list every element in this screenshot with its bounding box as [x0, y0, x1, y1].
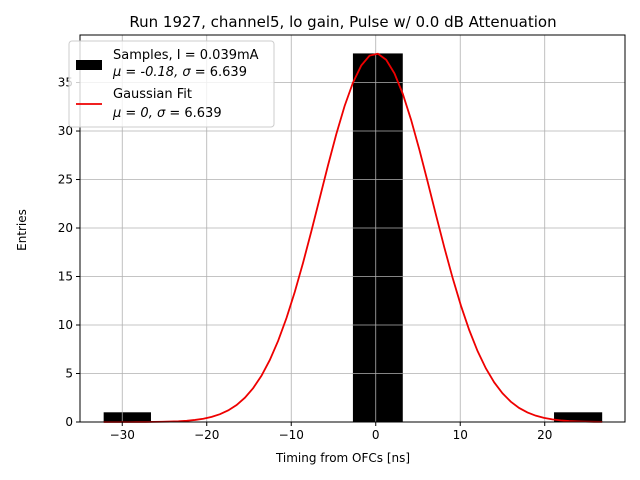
histogram-bar — [352, 53, 403, 423]
y-axis-label: Entries — [15, 209, 29, 251]
legend-samples-mu: μ = -0.18, — [112, 65, 182, 80]
histogram-bar — [554, 412, 603, 422]
legend-fit-label: Gaussian Fit — [113, 87, 192, 102]
y-tick-label: 5 — [65, 367, 73, 381]
y-tick-label: 0 — [65, 415, 73, 429]
legend-box — [68, 40, 275, 128]
gaussian-fit-layer — [103, 52, 603, 423]
chart-title: Run 1927, channel5, lo gain, Pulse w/ 0.… — [129, 13, 556, 31]
legend-samples-label: Samples, I = 0.039mA — [113, 48, 259, 63]
legend-samples-sigma-symbol: σ — [182, 65, 191, 80]
x-axis-label: Timing from OFCs [ns] — [275, 451, 410, 465]
y-tick-label: 20 — [58, 221, 73, 235]
y-tick-label: 25 — [58, 173, 73, 187]
legend-samples-stats: μ = -0.18, σ = 6.639 — [112, 65, 247, 80]
x-tick-label: −10 — [279, 428, 304, 442]
x-tick-label: 10 — [453, 428, 468, 442]
legend: Samples, I = 0.039mA μ = -0.18, σ = 6.63… — [68, 40, 275, 128]
y-tick-label: 15 — [58, 270, 73, 284]
x-tick-label: 0 — [372, 428, 380, 442]
legend-samples-swatch — [76, 60, 102, 70]
y-tick-label: 10 — [58, 318, 73, 332]
legend-fit-sigma-value: = 6.639 — [165, 106, 221, 121]
legend-fit-stats: μ = 0, σ = 6.639 — [112, 106, 222, 121]
x-tick-label: −20 — [194, 428, 219, 442]
gaussian-fit-curve — [103, 52, 603, 423]
histogram-bars — [103, 53, 603, 423]
legend-fit-sigma-symbol: σ — [157, 106, 166, 121]
legend-samples-sigma-value: = 6.639 — [191, 65, 247, 80]
histogram-bar — [103, 412, 151, 422]
legend-fit-mu: μ = 0, — [112, 106, 157, 121]
x-tick-label: −30 — [110, 428, 135, 442]
x-tick-label: 20 — [537, 428, 552, 442]
y-tick-label: 30 — [58, 124, 73, 138]
